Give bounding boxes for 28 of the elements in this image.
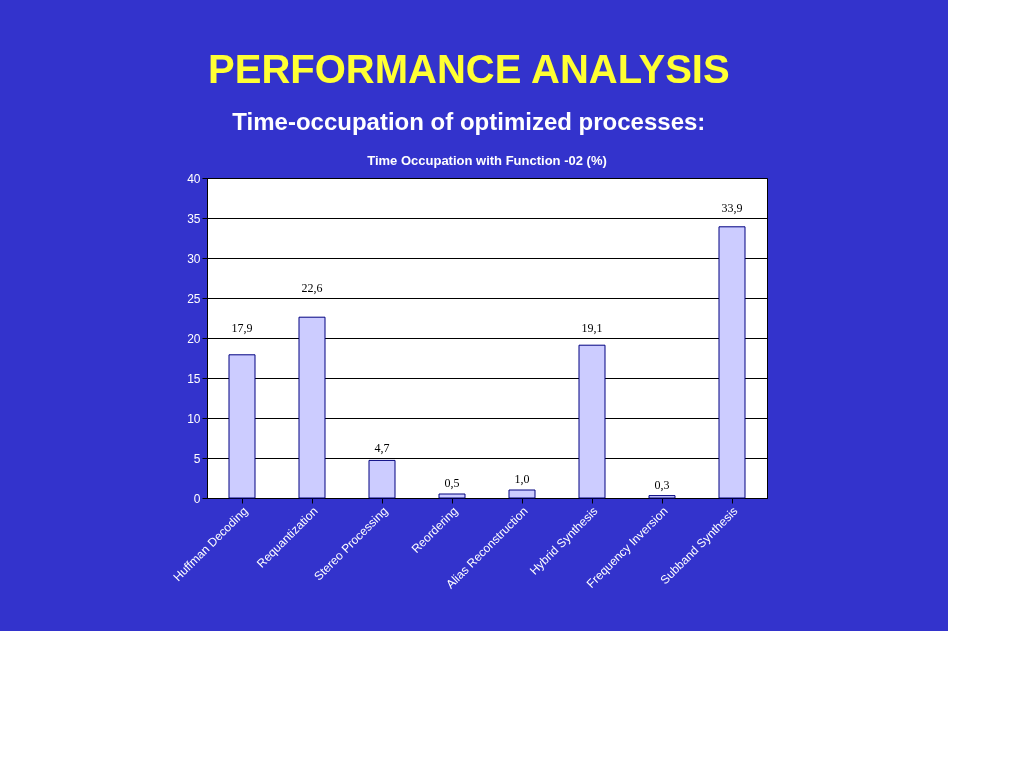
- bar: [368, 459, 396, 499]
- data-label: 0,5: [444, 476, 460, 490]
- y-tick-label: 35: [187, 211, 201, 226]
- chart-title: PERFORMANCE ANALYSIS: [208, 46, 730, 91]
- y-tick-label: 10: [187, 411, 201, 426]
- y-tick-label: 20: [187, 331, 201, 346]
- data-label: 33,9: [721, 201, 743, 215]
- data-label: 17,9: [231, 321, 253, 335]
- bar: [508, 489, 536, 499]
- bar: [298, 316, 326, 499]
- data-label: 0,3: [654, 477, 670, 492]
- data-label: 1,0: [514, 472, 530, 486]
- chart-subtitle: Time-occupation of optimized processes:: [232, 107, 706, 135]
- bar: [228, 354, 256, 499]
- y-tick-label: 0: [193, 491, 201, 506]
- bar: [718, 226, 746, 499]
- bar: [578, 344, 606, 499]
- data-label: 19,1: [581, 321, 603, 335]
- data-label: 4,7: [374, 441, 390, 455]
- y-tick-label: 30: [187, 251, 201, 266]
- y-tick-label: 40: [187, 171, 201, 186]
- y-tick-label: 25: [187, 291, 201, 306]
- data-label: 22,6: [301, 281, 323, 295]
- y-tick-label: 15: [187, 371, 201, 386]
- y-tick-label: 5: [193, 451, 201, 466]
- bar: [648, 495, 676, 499]
- text: Time Occupation with Function -02 (%): [367, 153, 607, 168]
- bar: [438, 493, 466, 499]
